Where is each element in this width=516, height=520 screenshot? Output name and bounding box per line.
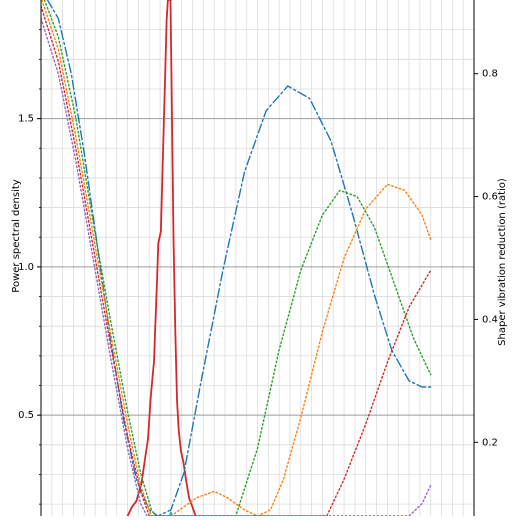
series-line-3 (43, 0, 432, 516)
major-grid (41, 118, 474, 416)
right-axis-ticks: 0.2 0.4 0.6 0.8 (474, 69, 498, 448)
minor-grid (41, 0, 474, 516)
left-axis-ticks: 0.5 1.0 1.5 (18, 29, 41, 505)
series-line-5 (41, 5, 432, 516)
y2-tick-label: 0.2 (482, 437, 498, 448)
series-line-2 (46, 0, 432, 516)
series-line-4 (41, 0, 432, 516)
y-tick-label: 1.5 (18, 114, 34, 125)
axes-layer (40, 0, 475, 516)
series-line-6 (41, 17, 432, 516)
y2-tick-label: 0.4 (482, 314, 498, 325)
y2-tick-label: 0.8 (482, 69, 498, 80)
y-axis-label: Power spectral density (11, 179, 22, 292)
y2-tick-label: 0.6 (482, 192, 498, 203)
y2-axis-label: Shaper vibration reduction (ratio) (497, 178, 508, 346)
series-line-1 (126, 0, 197, 516)
y-tick-label: 0.5 (18, 410, 34, 421)
series-layer (41, 0, 432, 516)
y-tick-label: 1.0 (18, 262, 34, 273)
